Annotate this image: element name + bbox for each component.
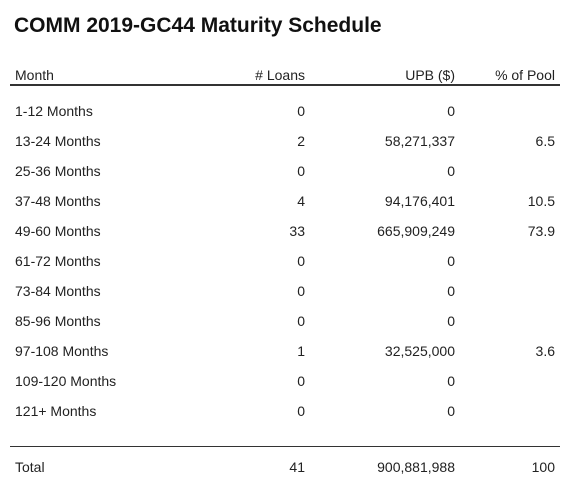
- upb-cell: 665,909,249: [377, 223, 455, 239]
- table-header: Month # Loans UPB ($) % of Pool: [10, 66, 560, 86]
- loans-cell: 33: [289, 223, 305, 239]
- loans-cell: 0: [297, 253, 305, 269]
- total-label: Total: [15, 459, 45, 475]
- maturity-table: Month # Loans UPB ($) % of Pool 1-12 Mon…: [10, 66, 560, 482]
- loans-cell: 4: [297, 193, 305, 209]
- loans-cell: 0: [297, 403, 305, 419]
- upb-cell: 0: [447, 163, 455, 179]
- month-cell: 61-72 Months: [15, 253, 101, 269]
- upb-cell: 94,176,401: [384, 193, 455, 209]
- loans-cell: 1: [297, 343, 305, 359]
- table-row: 61-72 Months 0 0: [10, 246, 560, 276]
- pool-cell: 3.6: [535, 343, 555, 359]
- month-cell: 109-120 Months: [15, 373, 117, 389]
- loans-cell: 0: [297, 163, 305, 179]
- table-row: 49-60 Months 33 665,909,249 73.9: [10, 216, 560, 246]
- table-row: 121+ Months 0 0: [10, 396, 560, 426]
- table-row: 85-96 Months 0 0: [10, 306, 560, 336]
- upb-cell: 32,525,000: [384, 343, 455, 359]
- total-upb: 900,881,988: [377, 459, 455, 475]
- loans-cell: 0: [297, 313, 305, 329]
- table-row: 97-108 Months 1 32,525,000 3.6: [10, 336, 560, 366]
- total-divider: [10, 426, 560, 447]
- loans-cell: 0: [297, 373, 305, 389]
- upb-cell: 0: [447, 103, 455, 119]
- table-row: 1-12 Months 0 0: [10, 96, 560, 126]
- upb-cell: 0: [447, 313, 455, 329]
- pool-cell: 6.5: [535, 133, 555, 149]
- column-header-pool: % of Pool: [495, 67, 555, 83]
- table-row: 25-36 Months 0 0: [10, 156, 560, 186]
- total-loans: 41: [289, 459, 305, 475]
- loans-cell: 0: [297, 283, 305, 299]
- loans-cell: 0: [297, 103, 305, 119]
- month-cell: 13-24 Months: [15, 133, 101, 149]
- total-row: Total 41 900,881,988 100: [10, 452, 560, 482]
- table-row: 109-120 Months 0 0: [10, 366, 560, 396]
- loans-cell: 2: [297, 133, 305, 149]
- month-cell: 1-12 Months: [15, 103, 93, 119]
- month-cell: 37-48 Months: [15, 193, 101, 209]
- upb-cell: 0: [447, 373, 455, 389]
- column-header-month: Month: [15, 67, 54, 83]
- month-cell: 97-108 Months: [15, 343, 109, 359]
- upb-cell: 58,271,337: [384, 133, 455, 149]
- table-row: 37-48 Months 4 94,176,401 10.5: [10, 186, 560, 216]
- pool-cell: 10.5: [527, 193, 555, 209]
- upb-cell: 0: [447, 403, 455, 419]
- table-row: 13-24 Months 2 58,271,337 6.5: [10, 126, 560, 156]
- pool-cell: 73.9: [527, 223, 555, 239]
- table-row: 73-84 Months 0 0: [10, 276, 560, 306]
- table-body: 1-12 Months 0 0 13-24 Months 2 58,271,33…: [10, 86, 560, 426]
- month-cell: 25-36 Months: [15, 163, 101, 179]
- month-cell: 73-84 Months: [15, 283, 101, 299]
- total-pool: 100: [531, 459, 555, 475]
- month-cell: 49-60 Months: [15, 223, 101, 239]
- column-header-upb: UPB ($): [405, 67, 455, 83]
- upb-cell: 0: [447, 253, 455, 269]
- month-cell: 121+ Months: [15, 403, 97, 419]
- upb-cell: 0: [447, 283, 455, 299]
- month-cell: 85-96 Months: [15, 313, 101, 329]
- column-header-loans: # Loans: [255, 67, 305, 83]
- page-title: COMM 2019-GC44 Maturity Schedule: [14, 14, 382, 37]
